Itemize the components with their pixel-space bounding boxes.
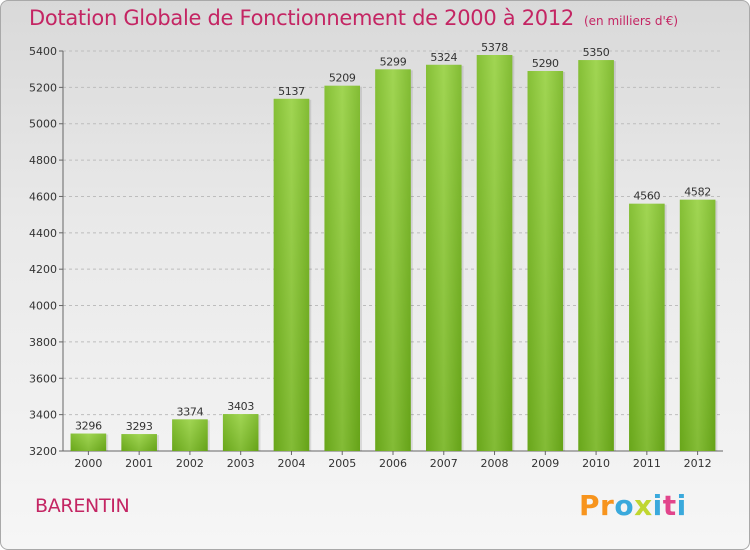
x-tick-label: 2012 bbox=[684, 457, 712, 470]
x-tick-label: 2000 bbox=[74, 457, 102, 470]
bar-shade bbox=[70, 433, 107, 451]
bar-value-label: 4560 bbox=[633, 190, 660, 203]
y-tick-label: 4400 bbox=[29, 227, 57, 240]
y-tick-label: 4000 bbox=[29, 300, 57, 313]
x-tick-label: 2009 bbox=[531, 457, 559, 470]
x-tick-label: 2004 bbox=[277, 457, 305, 470]
y-tick-label: 3200 bbox=[29, 445, 57, 458]
chart-subtitle: (en milliers d'€) bbox=[583, 14, 679, 28]
y-tick-label: 3800 bbox=[29, 336, 57, 349]
x-tick-label: 2006 bbox=[379, 457, 407, 470]
bar-value-label: 5299 bbox=[380, 55, 407, 68]
bar-shade bbox=[629, 203, 665, 451]
x-tick-label: 2001 bbox=[125, 457, 153, 470]
bar-value-label: 3293 bbox=[126, 420, 153, 433]
bar-value-label: 5350 bbox=[583, 46, 610, 59]
logo-letter: r bbox=[600, 489, 615, 522]
bar-shade bbox=[426, 64, 462, 451]
chart-title: Dotation Globale de Fonctionnement de 20… bbox=[29, 6, 574, 30]
x-tick-label: 2007 bbox=[430, 457, 458, 470]
bar-shade bbox=[578, 60, 614, 451]
logo-letter: i bbox=[676, 489, 687, 522]
logo-letter: o bbox=[614, 489, 635, 522]
bar-shade bbox=[679, 199, 716, 451]
bar-shade bbox=[375, 69, 411, 451]
bar-shade bbox=[527, 71, 564, 451]
x-tick-label: 2002 bbox=[176, 457, 204, 470]
bar-value-label: 3374 bbox=[177, 405, 204, 418]
bar-shade bbox=[172, 419, 208, 451]
bar-shade bbox=[121, 434, 157, 451]
y-tick-label: 5000 bbox=[29, 118, 57, 131]
bar-value-label: 5209 bbox=[329, 72, 356, 85]
logo-letter: P bbox=[579, 489, 601, 522]
chart-header: Dotation Globale de Fonctionnement de 20… bbox=[29, 6, 678, 30]
bar-shade bbox=[222, 414, 259, 451]
proxiti-logo[interactable]: Proxiti bbox=[579, 489, 687, 522]
y-tick-label: 3600 bbox=[29, 372, 57, 385]
logo-letter: i bbox=[652, 489, 663, 522]
y-tick-label: 4600 bbox=[29, 190, 57, 203]
x-tick-label: 2003 bbox=[227, 457, 255, 470]
x-tick-label: 2008 bbox=[481, 457, 509, 470]
y-tick-label: 5200 bbox=[29, 81, 57, 94]
bar-value-label: 4582 bbox=[684, 186, 711, 199]
bar-value-label: 5324 bbox=[430, 51, 457, 64]
x-tick-label: 2010 bbox=[582, 457, 610, 470]
bar-value-label: 3296 bbox=[75, 420, 102, 433]
bar-shade bbox=[476, 55, 513, 451]
x-tick-label: 2005 bbox=[328, 457, 356, 470]
city-name: BARENTIN bbox=[35, 495, 130, 517]
bar-value-label: 5137 bbox=[278, 85, 305, 98]
bar-value-label: 5378 bbox=[481, 41, 508, 54]
logo-letter: x bbox=[634, 489, 653, 522]
bar-shade bbox=[273, 98, 310, 452]
y-tick-label: 4200 bbox=[29, 263, 57, 276]
bar-shade bbox=[324, 85, 360, 452]
logo-letter: t bbox=[662, 489, 677, 522]
bar-value-label: 5290 bbox=[532, 57, 559, 70]
bar-value-label: 3403 bbox=[227, 400, 254, 413]
y-tick-label: 5400 bbox=[29, 45, 57, 58]
y-tick-label: 3400 bbox=[29, 409, 57, 422]
y-tick-label: 4800 bbox=[29, 154, 57, 167]
x-tick-label: 2011 bbox=[633, 457, 661, 470]
